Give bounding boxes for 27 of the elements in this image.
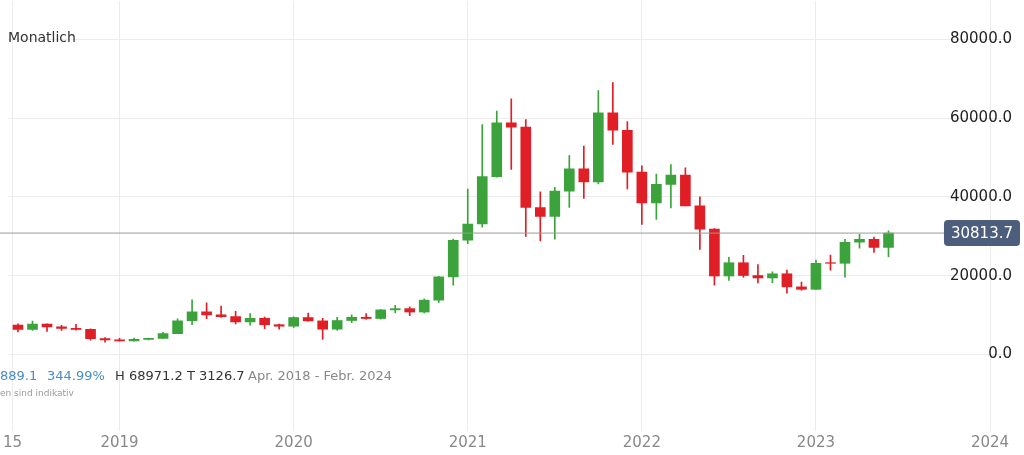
x-tick-label: 2020 [274, 432, 313, 451]
y-tick-label: 0.0 [988, 344, 1012, 363]
annotation: T 3126.7 [186, 368, 245, 384]
y-tick-label: 60000.0 [949, 107, 1012, 126]
x-tick-label: 2024 [970, 432, 1010, 451]
candlestick [505, 98, 517, 170]
candlestick [665, 164, 677, 209]
y-tick-label: 20000.0 [949, 265, 1012, 284]
candlestick [360, 313, 372, 320]
annotation: en sind indikativ [0, 388, 75, 399]
annotation: 889.1 [0, 368, 38, 384]
x-tick-label: 2023 [796, 432, 836, 451]
x-tick-label: 2019 [100, 432, 139, 451]
annotation: 344.99% [47, 368, 105, 384]
annotation: H 68971.2 [115, 368, 183, 384]
candlestick [534, 191, 546, 242]
x-tick-label: 2022 [622, 432, 661, 451]
candlestick [578, 145, 590, 199]
candlestick [752, 264, 764, 284]
x-tick-label: 2021 [448, 432, 487, 451]
y-tick-label: 40000.0 [949, 186, 1012, 205]
ref-line-label: 30813.7 [950, 223, 1013, 242]
x-tick-label: 15 [3, 432, 23, 451]
candlestick [215, 305, 227, 318]
y-tick-label: 80000.0 [949, 29, 1012, 48]
annotation: Monatlich [8, 28, 76, 45]
annotation: Apr. 2018 - Febr. 2024 [248, 368, 393, 384]
